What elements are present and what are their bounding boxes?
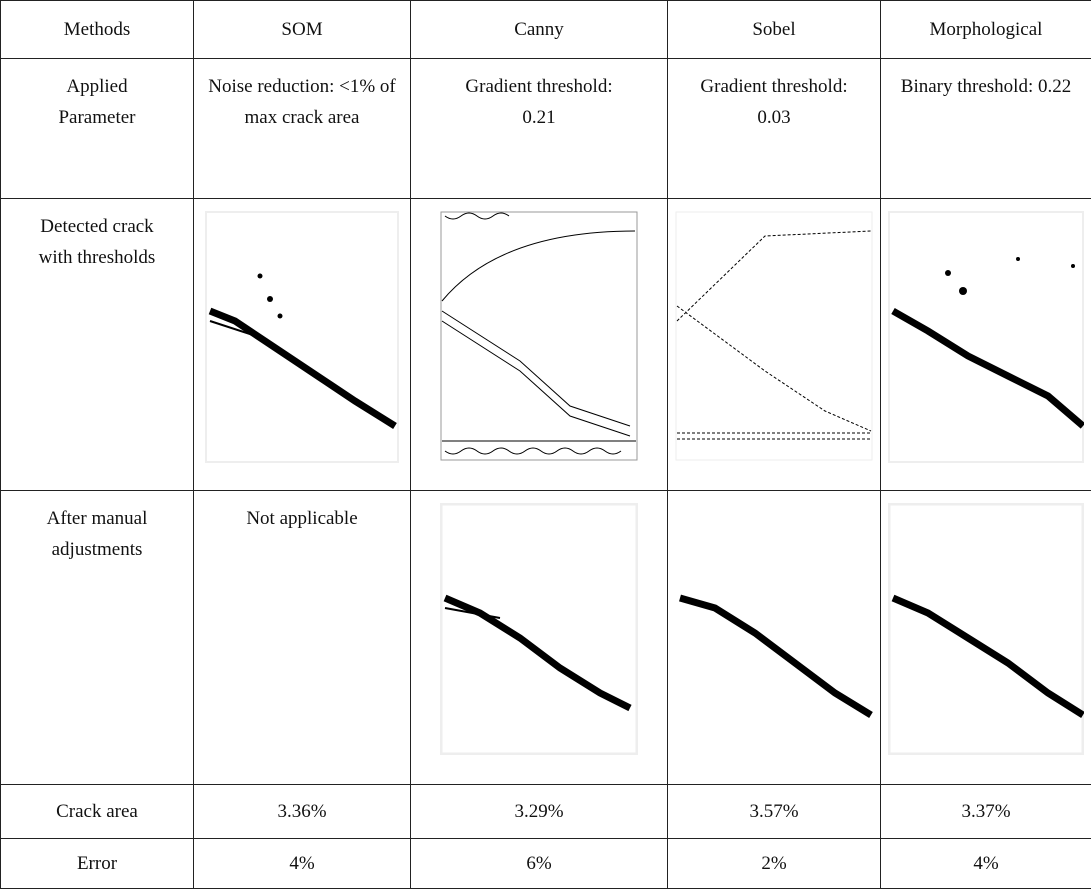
cell: Gradient threshold: 0.03 — [668, 59, 881, 199]
row: Detected crack with thresholds — [1, 199, 1091, 491]
image-cell — [668, 199, 881, 491]
cell: 4% — [194, 839, 411, 889]
cell: Binary threshold: 0.22 — [881, 59, 1091, 199]
row: After manual adjustments Not applicable — [1, 491, 1091, 785]
crack-image — [440, 503, 638, 755]
comparison-table: Methods SOM Canny Sobel Morphological Ap… — [0, 0, 1091, 889]
header-cell: Canny — [411, 1, 668, 59]
cell: Not applicable — [194, 491, 411, 785]
crack-image — [675, 211, 873, 461]
cell: 3.37% — [881, 785, 1091, 839]
row: Applied Parameter Noise reduction: <1% o… — [1, 59, 1091, 199]
cell: 2% — [668, 839, 881, 889]
label-text: After manual adjustments — [37, 503, 157, 565]
cell-text: Gradient threshold: 0.03 — [699, 71, 849, 133]
cell: 6% — [411, 839, 668, 889]
image-cell — [411, 491, 668, 785]
cell-text: Gradient threshold: 0.21 — [464, 71, 614, 133]
row-label: Detected crack with thresholds — [1, 199, 194, 491]
crack-image — [440, 211, 638, 461]
header-row: Methods SOM Canny Sobel Morphological — [1, 1, 1091, 59]
row-label: Error — [1, 839, 194, 889]
row: Error 4% 6% 2% 4% — [1, 839, 1091, 889]
cell: 3.29% — [411, 785, 668, 839]
cell-text: Noise reduction: <1% of max crack area — [197, 71, 407, 133]
crack-image — [205, 211, 399, 463]
row-label: Applied Parameter — [1, 59, 194, 199]
image-cell — [411, 199, 668, 491]
header-cell: SOM — [194, 1, 411, 59]
cell: 3.57% — [668, 785, 881, 839]
cell: 4% — [881, 839, 1091, 889]
header-cell: Morphological — [881, 1, 1091, 59]
row-label: Crack area — [1, 785, 194, 839]
header-cell: Sobel — [668, 1, 881, 59]
label-text: Detected crack with thresholds — [37, 211, 157, 273]
crack-image — [888, 503, 1084, 755]
crack-image — [675, 503, 873, 755]
cell-text: Binary threshold: 0.22 — [899, 71, 1074, 102]
row-label: After manual adjustments — [1, 491, 194, 785]
row: Crack area 3.36% 3.29% 3.57% 3.37% — [1, 785, 1091, 839]
cell: Gradient threshold: 0.21 — [411, 59, 668, 199]
image-cell — [881, 199, 1091, 491]
image-cell — [668, 491, 881, 785]
header-cell: Methods — [1, 1, 194, 59]
cell-text: Not applicable — [194, 503, 410, 534]
crack-image — [888, 211, 1084, 463]
image-cell — [194, 199, 411, 491]
cell: Noise reduction: <1% of max crack area — [194, 59, 411, 199]
image-cell — [881, 491, 1091, 785]
label-text: Applied Parameter — [37, 71, 157, 133]
cell: 3.36% — [194, 785, 411, 839]
